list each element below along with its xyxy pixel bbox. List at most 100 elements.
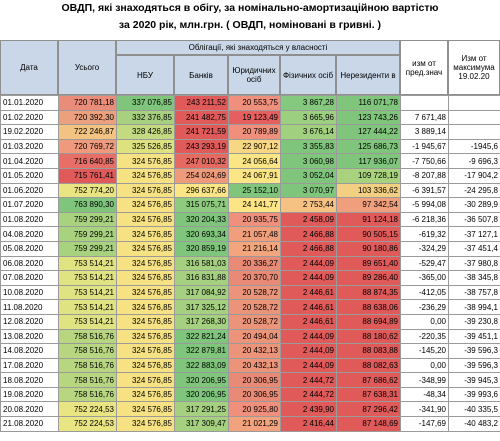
cell-legal[interactable]: 20 528,72: [228, 299, 281, 315]
cell-physical[interactable]: 2 444,09: [280, 328, 337, 345]
cell-change-prev[interactable]: 0,00: [400, 313, 449, 330]
cell-nbu[interactable]: 324 576,85: [116, 357, 175, 374]
cell-change-max[interactable]: -37 451,4: [448, 240, 500, 257]
cell-total[interactable]: 753 514,21: [58, 255, 117, 272]
cell-nbu[interactable]: 324 576,85: [116, 284, 175, 301]
cell-legal[interactable]: 20 528,72: [228, 284, 281, 301]
cell-nonres[interactable]: 89 651,40: [336, 255, 401, 272]
cell-physical[interactable]: 3 676,14: [280, 124, 337, 140]
cell-total[interactable]: 759 299,21: [58, 240, 117, 257]
cell-banks[interactable]: 322 821,24: [174, 328, 229, 345]
cell-legal[interactable]: 20 370,70: [228, 270, 281, 286]
cell-legal[interactable]: 20 306,95: [228, 372, 281, 388]
cell-change-max[interactable]: -39 596,3: [448, 357, 500, 374]
cell-total[interactable]: 758 516,76: [58, 343, 117, 359]
cell-nonres[interactable]: 97 342,54: [336, 197, 401, 213]
cell-change-max[interactable]: -9 696,3: [448, 153, 500, 169]
cell-nonres[interactable]: 103 336,62: [336, 182, 401, 199]
cell-physical[interactable]: 2 446,61: [280, 284, 337, 301]
cell-change-prev[interactable]: -220,35: [400, 328, 449, 345]
cell-physical[interactable]: 2 466,88: [280, 226, 337, 242]
cell-nonres[interactable]: 88 083,88: [336, 343, 401, 359]
cell-date[interactable]: 05.08.2020: [0, 240, 59, 257]
cell-physical[interactable]: 2 446,61: [280, 299, 337, 315]
cell-banks[interactable]: 243 211,52: [174, 95, 229, 111]
cell-legal[interactable]: 20 432,13: [228, 357, 281, 374]
cell-legal[interactable]: 24 141,77: [228, 197, 281, 213]
cell-total[interactable]: 752 224,53: [58, 416, 117, 432]
cell-total[interactable]: 720 392,30: [58, 109, 117, 126]
cell-change-max[interactable]: -40 483,2: [448, 416, 500, 432]
cell-total[interactable]: 752 224,53: [58, 401, 117, 418]
cell-nbu[interactable]: 332 376,85: [116, 109, 175, 126]
cell-banks[interactable]: 317 325,12: [174, 299, 229, 315]
cell-nbu[interactable]: 324 576,85: [116, 401, 175, 418]
cell-date[interactable]: 19.08.2020: [0, 386, 59, 403]
cell-date[interactable]: 01.08.2020: [0, 211, 59, 228]
cell-change-prev[interactable]: -619,32: [400, 226, 449, 242]
cell-total[interactable]: 752 774,20: [58, 182, 117, 199]
cell-change-prev[interactable]: -324,29: [400, 240, 449, 257]
cell-legal[interactable]: 24 067,91: [228, 167, 281, 184]
cell-physical[interactable]: 3 355,83: [280, 138, 337, 155]
cell-nonres[interactable]: 90 180,86: [336, 240, 401, 257]
cell-total[interactable]: 753 514,21: [58, 299, 117, 315]
cell-date[interactable]: 01.05.2020: [0, 167, 59, 184]
cell-change-max[interactable]: -30 289,9: [448, 197, 500, 213]
cell-nonres[interactable]: 87 686,62: [336, 372, 401, 388]
cell-nbu[interactable]: 324 576,85: [116, 313, 175, 330]
cell-banks[interactable]: 320 693,34: [174, 226, 229, 242]
cell-banks[interactable]: 247 010,32: [174, 153, 229, 169]
cell-change-max[interactable]: -1945,6: [448, 138, 500, 155]
cell-change-max[interactable]: -38 345,8: [448, 270, 500, 286]
cell-change-max[interactable]: -38 757,8: [448, 284, 500, 301]
cell-nonres[interactable]: 88 694,89: [336, 313, 401, 330]
cell-legal[interactable]: 20 336,27: [228, 255, 281, 272]
cell-physical[interactable]: 2 439,90: [280, 401, 337, 418]
cell-change-max[interactable]: -39 993,6: [448, 386, 500, 403]
cell-physical[interactable]: 2 444,09: [280, 343, 337, 359]
cell-total[interactable]: 720 769,72: [58, 138, 117, 155]
cell-change-max[interactable]: -37 127,1: [448, 226, 500, 242]
cell-legal[interactable]: 20 925,80: [228, 401, 281, 418]
cell-change-prev[interactable]: -412,05: [400, 284, 449, 301]
cell-change-max[interactable]: -40 335,5: [448, 401, 500, 418]
cell-total[interactable]: 758 516,76: [58, 328, 117, 345]
cell-change-prev[interactable]: [400, 95, 449, 111]
cell-legal[interactable]: 20 306,95: [228, 386, 281, 403]
cell-change-prev[interactable]: -6 218,36: [400, 211, 449, 228]
cell-nbu[interactable]: 324 576,85: [116, 386, 175, 403]
cell-nbu[interactable]: 324 576,85: [116, 182, 175, 199]
cell-banks[interactable]: 317 084,92: [174, 284, 229, 301]
cell-change-prev[interactable]: -145,20: [400, 343, 449, 359]
cell-change-prev[interactable]: -6 391,57: [400, 182, 449, 199]
cell-banks[interactable]: 320 206,95: [174, 372, 229, 388]
cell-nonres[interactable]: 91 124,18: [336, 211, 401, 228]
cell-date[interactable]: 01.01.2020: [0, 95, 59, 111]
cell-banks[interactable]: 316 581,03: [174, 255, 229, 272]
cell-legal[interactable]: 21 216,14: [228, 240, 281, 257]
header-change-max[interactable]: Изм от максимума 19.02.20: [448, 40, 500, 95]
header-nbu[interactable]: НБУ: [116, 55, 174, 95]
cell-physical[interactable]: 2 444,09: [280, 357, 337, 374]
cell-total[interactable]: 763 890,30: [58, 197, 117, 213]
cell-physical[interactable]: 3 052,04: [280, 167, 337, 184]
cell-banks[interactable]: 320 859,19: [174, 240, 229, 257]
cell-nonres[interactable]: 87 148,69: [336, 416, 401, 432]
cell-total[interactable]: 758 516,76: [58, 372, 117, 388]
cell-total[interactable]: 720 781,18: [58, 95, 117, 111]
cell-banks[interactable]: 317 268,30: [174, 313, 229, 330]
cell-total[interactable]: 759 299,21: [58, 211, 117, 228]
cell-change-prev[interactable]: -8 207,88: [400, 167, 449, 184]
cell-nonres[interactable]: 123 743,26: [336, 109, 401, 126]
cell-banks[interactable]: 322 879,81: [174, 343, 229, 359]
cell-nbu[interactable]: 328 426,85: [116, 124, 175, 140]
cell-physical[interactable]: 2 416,44: [280, 416, 337, 432]
cell-nonres[interactable]: 88 638,06: [336, 299, 401, 315]
cell-change-prev[interactable]: 0,00: [400, 357, 449, 374]
cell-physical[interactable]: 2 444,72: [280, 386, 337, 403]
cell-physical[interactable]: 3 867,28: [280, 95, 337, 111]
cell-nonres[interactable]: 87 638,31: [336, 386, 401, 403]
cell-nbu[interactable]: 324 576,85: [116, 211, 175, 228]
cell-change-max[interactable]: -38 994,1: [448, 299, 500, 315]
